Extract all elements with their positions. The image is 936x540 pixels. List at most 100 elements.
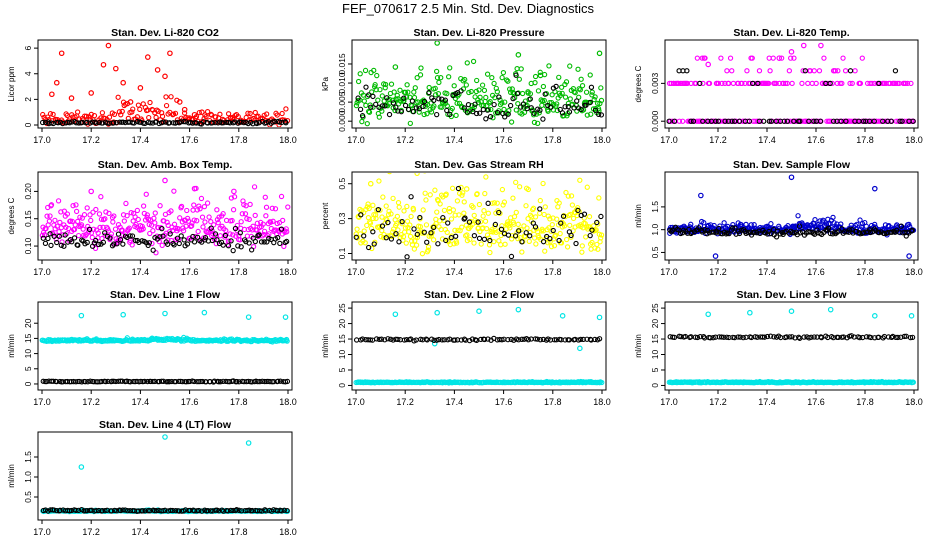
data-point: [90, 209, 96, 215]
data-point-outlier: [776, 55, 783, 61]
data-point: [407, 222, 413, 228]
data-point: [281, 507, 287, 513]
data-point: [73, 208, 80, 215]
data-point: [907, 334, 914, 341]
data-point: [541, 211, 547, 218]
data-point: [676, 118, 683, 124]
data-point: [752, 334, 758, 340]
data-point: [481, 87, 488, 94]
y-tick-label: 0.3: [337, 212, 347, 224]
data-point: [47, 111, 54, 117]
data-point: [171, 242, 177, 248]
data-point-outlier: [476, 308, 482, 314]
data-point: [146, 221, 152, 228]
data-point: [225, 508, 231, 514]
y-tick-label: 2: [23, 97, 33, 102]
data-point: [106, 114, 113, 120]
data-point: [96, 507, 102, 514]
data-point: [404, 254, 410, 259]
x-tick-label: 17.2: [396, 397, 414, 407]
data-point: [164, 219, 170, 225]
data-point: [57, 507, 63, 513]
data-point: [483, 225, 490, 232]
data-point: [568, 232, 574, 239]
data-point: [783, 334, 790, 340]
data-point: [220, 242, 226, 248]
data-point-outlier: [705, 61, 712, 68]
data-point: [910, 379, 916, 385]
data-point: [147, 120, 153, 126]
x-tick-label: 17.2: [709, 397, 727, 407]
data-point: [150, 247, 156, 253]
data-points: [40, 434, 291, 515]
data-point: [80, 226, 86, 232]
data-point: [460, 190, 466, 196]
data-point: [388, 211, 394, 217]
data-point: [838, 221, 844, 227]
data-point: [188, 223, 195, 229]
x-tick-label: 17.0: [33, 397, 51, 407]
data-point: [167, 231, 173, 237]
data-point: [373, 215, 379, 222]
data-point-outlier: [78, 312, 85, 319]
data-point: [197, 206, 203, 212]
data-point: [445, 220, 451, 226]
data-point: [233, 233, 239, 239]
data-point: [519, 249, 525, 255]
data-point: [82, 379, 88, 385]
data-point: [283, 106, 289, 112]
data-point: [537, 206, 543, 212]
data-point: [537, 210, 543, 216]
x-tick-label: 18.0: [279, 527, 297, 537]
data-point: [729, 68, 735, 74]
data-point: [96, 119, 102, 126]
panel-title: Stan. Dev. Line 4 (LT) Flow: [99, 419, 232, 431]
data-point: [548, 104, 554, 110]
data-point: [411, 226, 417, 232]
data-point: [552, 233, 558, 239]
y-tick-label: 1.0: [23, 471, 33, 483]
data-point: [596, 380, 603, 386]
x-tick-label: 17.8: [230, 135, 248, 145]
data-point: [702, 55, 708, 61]
data-point: [452, 337, 458, 343]
data-point: [848, 333, 855, 339]
data-point: [711, 222, 717, 229]
data-point: [135, 216, 141, 223]
data-point-outlier: [88, 188, 95, 195]
data-point: [196, 203, 202, 209]
data-point: [680, 118, 686, 124]
data-point: [401, 98, 407, 104]
data-point: [715, 118, 722, 124]
data-point: [139, 223, 145, 230]
data-point: [799, 80, 805, 87]
data-point: [124, 508, 131, 514]
data-point: [852, 68, 858, 74]
data-point: [435, 90, 442, 97]
data-point: [827, 80, 833, 87]
data-point: [581, 211, 588, 217]
x-tick-label: 18.0: [279, 135, 297, 145]
x-tick-label: 17.0: [660, 267, 678, 277]
x-tick-label: 17.4: [758, 397, 776, 407]
data-point: [122, 507, 128, 513]
data-point: [768, 221, 774, 227]
data-point: [362, 67, 369, 74]
data-point: [547, 216, 553, 222]
data-point: [561, 112, 567, 119]
data-point: [455, 227, 461, 233]
y-tick-label: 0.5: [23, 491, 33, 503]
data-point: [423, 222, 430, 228]
data-point: [530, 220, 536, 226]
x-tick-label: 18.0: [905, 135, 923, 145]
data-point-outlier: [245, 314, 252, 320]
data-point: [710, 335, 716, 341]
data-point: [359, 118, 365, 125]
data-point: [567, 96, 573, 102]
data-point: [513, 72, 519, 78]
data-point-outlier: [800, 42, 807, 49]
data-point: [895, 334, 901, 341]
data-point: [470, 58, 477, 65]
y-tick-label: 0.1: [337, 247, 347, 259]
data-point: [257, 508, 263, 514]
